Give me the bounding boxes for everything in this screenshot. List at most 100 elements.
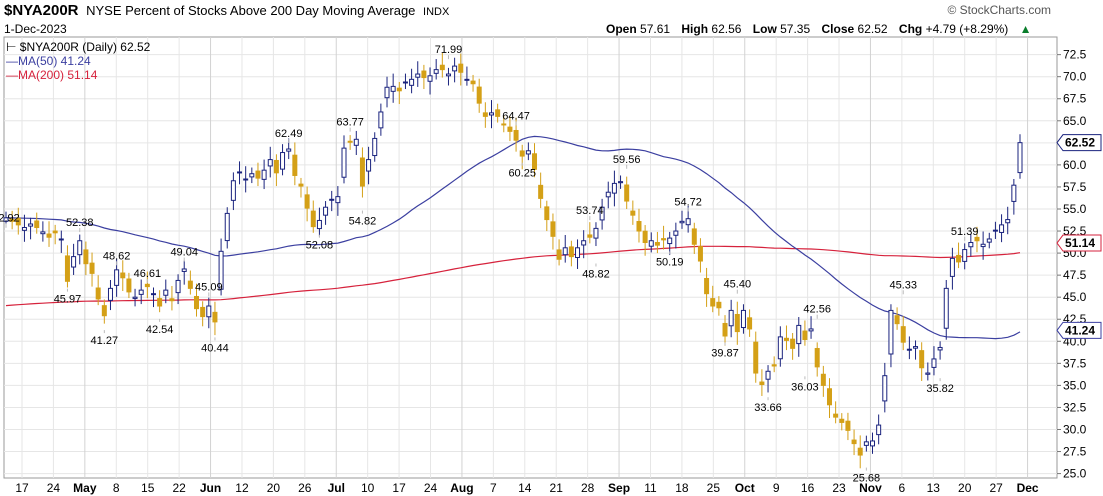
candle-body xyxy=(255,170,261,179)
candle-body xyxy=(310,210,316,228)
candle-body xyxy=(409,78,415,86)
candle-body xyxy=(747,317,753,330)
candle-body xyxy=(353,138,359,146)
candle-body xyxy=(581,240,587,246)
candle-body xyxy=(550,221,556,237)
x-tick-label: 11 xyxy=(644,481,657,495)
candle-body xyxy=(169,298,175,302)
chart-header: $NYA200R NYSE Percent of Stocks Above 20… xyxy=(4,2,449,19)
y-tick-label: 47.5 xyxy=(1063,268,1087,282)
candle-body xyxy=(882,375,888,402)
candle-body xyxy=(765,370,771,380)
candle-body xyxy=(1011,184,1017,202)
candle-body xyxy=(390,85,396,92)
candle-body xyxy=(439,64,445,71)
candle-body xyxy=(482,112,488,117)
ma50-tag-label: 41.24 xyxy=(1065,323,1095,337)
y-tick-label: 32.5 xyxy=(1063,400,1087,414)
ma50-tag-box xyxy=(1056,321,1102,339)
candle-body xyxy=(519,150,525,157)
candle-body xyxy=(200,306,206,318)
price-annotation: 45.97 xyxy=(54,294,82,306)
candle-body xyxy=(396,87,402,92)
open-label: Open xyxy=(606,22,637,36)
candle-body xyxy=(710,298,716,307)
candle-body xyxy=(101,305,107,317)
candle-body xyxy=(249,173,255,178)
candle-body xyxy=(802,330,808,341)
candle-body xyxy=(237,171,243,174)
candle-body xyxy=(415,73,421,78)
candle-body xyxy=(243,178,249,181)
y-tick-label: 45.0 xyxy=(1063,290,1087,304)
price-annotation: 63.77 xyxy=(336,117,364,129)
candle-body xyxy=(605,191,611,198)
candle-body xyxy=(476,86,482,104)
candle-body xyxy=(790,338,796,349)
candle-body xyxy=(642,230,648,244)
candle-body xyxy=(341,147,347,178)
low-label: Low xyxy=(752,22,777,36)
candle-body xyxy=(230,180,236,201)
candle-body xyxy=(144,283,150,288)
line-icon: — xyxy=(6,54,18,68)
ma50-line xyxy=(5,135,1021,340)
low-value: 57.35 xyxy=(780,22,811,36)
price-annotation: 49.04 xyxy=(170,247,198,259)
candle-body xyxy=(34,220,40,229)
symbol: $NYA200R xyxy=(4,2,79,19)
candle-body xyxy=(562,247,568,256)
candle-body xyxy=(280,152,286,170)
candle-body xyxy=(3,217,9,222)
price-annotation: 52.08 xyxy=(306,240,334,252)
candle-body xyxy=(15,217,21,226)
x-tick-label: 25 xyxy=(707,481,721,495)
candle-body xyxy=(273,159,279,174)
legend-main-label: $NYA200R (Daily) 62.52 xyxy=(19,40,151,54)
y-tick-label: 37.5 xyxy=(1063,356,1087,370)
candle-body xyxy=(839,418,845,423)
candle-body xyxy=(826,388,832,406)
price-annotation: 45.40 xyxy=(724,279,752,291)
legend-ma200-label: MA(200) 51.14 xyxy=(18,68,98,82)
chg-label: Chg xyxy=(898,22,923,36)
candle-body xyxy=(58,238,64,241)
x-tick-label: 14 xyxy=(518,481,532,495)
candle-body xyxy=(771,364,777,367)
candle-body xyxy=(931,358,937,368)
price-annotation: 54.72 xyxy=(674,196,702,208)
candle-body xyxy=(943,287,949,329)
last-price-tag-box xyxy=(1056,134,1102,152)
candle-body xyxy=(366,159,372,172)
x-tick-label: Aug xyxy=(450,481,473,495)
candle-body xyxy=(513,129,519,141)
candle-body xyxy=(888,309,894,355)
x-tick-label: May xyxy=(73,481,97,495)
candle-body xyxy=(218,250,224,290)
y-tick-label: 27.5 xyxy=(1063,445,1087,459)
candle-body xyxy=(132,296,138,299)
candle-body xyxy=(876,424,882,436)
price-annotation: 71.99 xyxy=(435,44,463,56)
candle-body xyxy=(777,336,783,360)
x-tick-label: 26 xyxy=(298,481,312,495)
candle-body xyxy=(212,311,218,323)
exchange: INDX xyxy=(423,6,450,18)
candle-body xyxy=(181,268,187,272)
close-value: 62.52 xyxy=(857,22,888,36)
y-tick-label: 67.5 xyxy=(1063,92,1087,106)
candle-body xyxy=(851,439,857,445)
candle-body xyxy=(986,238,992,243)
ma200-tag-box xyxy=(1056,234,1102,252)
candle-body xyxy=(845,420,851,431)
y-tick-label: 65.0 xyxy=(1063,114,1087,128)
candle-body xyxy=(433,69,439,74)
candle-body xyxy=(372,137,378,157)
price-annotation: 46.61 xyxy=(134,268,162,280)
legend-main: ⊢ $NYA200R (Daily) 62.52 xyxy=(6,40,150,54)
candle-body xyxy=(421,70,427,79)
candle-body xyxy=(77,240,83,256)
candle-body xyxy=(618,181,624,184)
candle-body xyxy=(46,233,52,238)
